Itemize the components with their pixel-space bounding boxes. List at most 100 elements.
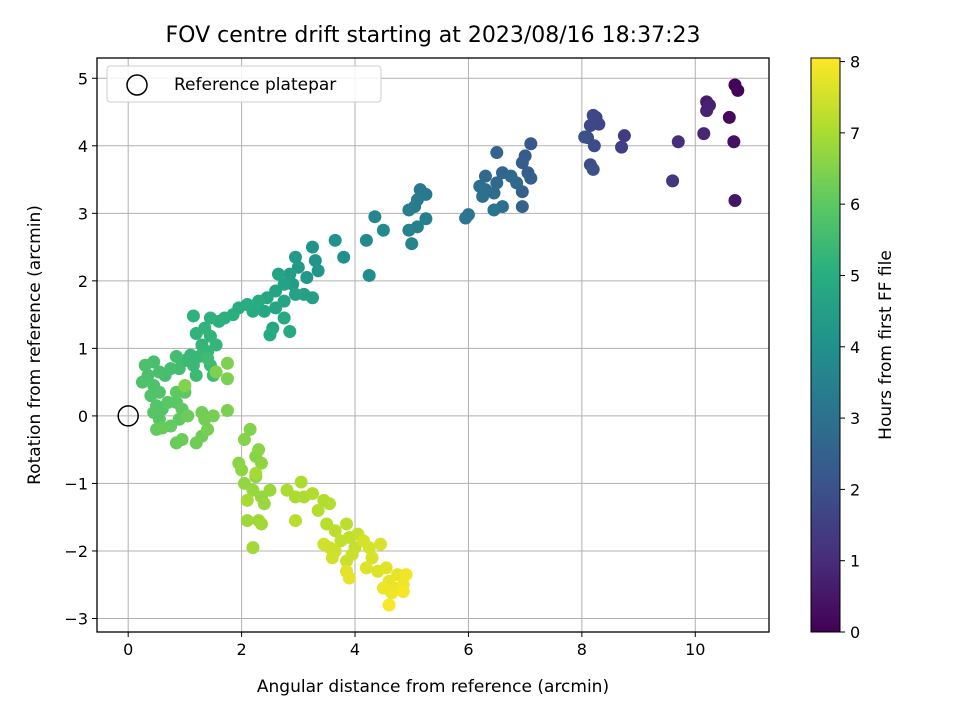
x-axis-label: Angular distance from reference (arcmin) (257, 677, 609, 697)
data-point (402, 223, 416, 237)
colorbar-tick-label: 5 (850, 266, 860, 285)
x-axis-ticks: 0 2 4 6 8 10 (123, 632, 705, 659)
data-point (340, 517, 354, 531)
data-point (359, 233, 373, 247)
data-point (144, 389, 158, 403)
data-point (240, 514, 254, 528)
data-point (697, 127, 711, 141)
data-point (189, 368, 203, 382)
data-point (340, 554, 354, 568)
data-point (490, 146, 504, 160)
data-point (337, 250, 351, 264)
data-point (325, 551, 339, 565)
legend: Reference platepar (106, 65, 382, 103)
data-point (201, 422, 215, 436)
x-tick-label: 8 (577, 640, 587, 659)
data-point (586, 162, 600, 176)
y-axis-label: Rotation from reference (arcmin) (25, 205, 45, 485)
data-point (269, 301, 283, 315)
data-point (283, 324, 297, 338)
data-point (728, 193, 742, 207)
data-point (169, 349, 183, 363)
data-point (220, 404, 234, 418)
data-point (328, 524, 342, 538)
data-point (328, 233, 342, 247)
data-point (252, 443, 266, 457)
data-point (201, 352, 215, 366)
data-point (362, 268, 376, 282)
x-tick-label: 10 (685, 640, 705, 659)
data-point (515, 200, 529, 214)
x-tick-label: 0 (123, 640, 133, 659)
data-point (271, 267, 285, 281)
data-point (155, 421, 169, 435)
data-point (263, 328, 277, 342)
data-point (700, 104, 714, 118)
data-point (308, 254, 322, 268)
data-point (283, 267, 297, 281)
data-point (305, 240, 319, 254)
y-tick-label: 4 (78, 137, 88, 156)
data-point (178, 379, 192, 393)
data-point (478, 169, 492, 183)
data-point (240, 493, 254, 507)
y-tick-label: −1 (64, 474, 88, 493)
data-point (419, 212, 433, 226)
data-point (257, 304, 271, 318)
colorbar-tick-label: 1 (850, 552, 860, 571)
y-tick-label: 2 (78, 272, 88, 291)
data-point (288, 250, 302, 264)
colorbar-tick-label: 6 (850, 195, 860, 214)
y-tick-label: 5 (78, 69, 88, 88)
data-point (524, 171, 538, 185)
data-point (175, 433, 189, 447)
data-point (583, 119, 597, 133)
data-point (396, 584, 410, 598)
legend-label: Reference platepar (174, 75, 336, 95)
data-point (257, 497, 271, 511)
data-point (510, 176, 524, 190)
data-point (252, 294, 266, 308)
data-point (722, 110, 736, 124)
x-tick-label: 2 (237, 640, 247, 659)
data-point (666, 174, 680, 188)
data-point (368, 210, 382, 224)
colorbar-tick-label: 0 (850, 623, 860, 642)
data-point (405, 237, 419, 251)
data-point (189, 327, 203, 341)
colorbar: 0 1 2 3 4 5 6 7 8 Hours from first FF file (810, 53, 896, 642)
chart-title: FOV centre drift starting at 2023/08/16 … (166, 23, 701, 48)
data-point (359, 561, 373, 575)
colorbar-tick-label: 4 (850, 338, 860, 357)
data-point (382, 598, 396, 612)
data-point (671, 135, 685, 149)
x-tick-label: 6 (463, 640, 473, 659)
data-point (220, 356, 234, 370)
data-point (615, 140, 629, 154)
colorbar-label: Hours from first FF file (876, 250, 896, 440)
data-point (473, 179, 487, 193)
data-point (617, 129, 631, 143)
data-point (294, 475, 308, 489)
y-tick-label: 0 (78, 407, 88, 426)
legend-marker (126, 74, 148, 96)
data-point (246, 541, 260, 555)
data-point (288, 287, 302, 301)
data-point (476, 189, 490, 203)
data-point (138, 358, 152, 372)
data-point (402, 203, 416, 217)
data-point (376, 223, 390, 237)
data-point (374, 537, 388, 551)
colorbar-ticks: 0 1 2 3 4 5 6 7 8 (840, 53, 860, 642)
data-point (135, 375, 149, 389)
data-point (195, 406, 209, 420)
data-point (524, 137, 538, 151)
y-axis-ticks: −3 −2 −1 0 1 2 3 4 5 (64, 69, 97, 628)
legend-box (106, 65, 382, 103)
data-point (323, 497, 337, 511)
data-point (235, 463, 249, 477)
colorbar-gradient (810, 57, 841, 633)
data-point (515, 156, 529, 170)
data-point (263, 483, 277, 497)
